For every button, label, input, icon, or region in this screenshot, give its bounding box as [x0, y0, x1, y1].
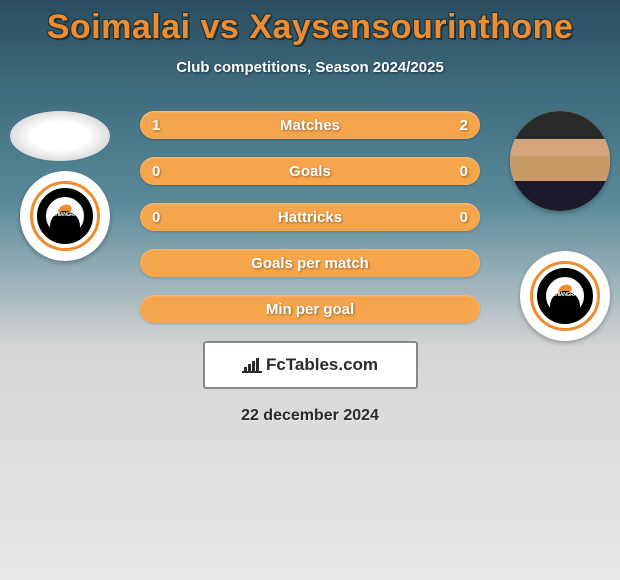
player-left-avatar [10, 111, 110, 161]
stat-label: Goals per match [251, 255, 369, 272]
stat-row-min-per-goal: Min per goal [140, 295, 480, 323]
stats-container: 1 Matches 2 0 Goals 0 0 Hattricks 0 Goal… [140, 111, 480, 323]
chart-icon [242, 357, 262, 373]
stat-label: Hattricks [278, 209, 342, 226]
player-face-placeholder [510, 111, 610, 211]
club-logo-inner: CHIANGRAI [30, 181, 100, 251]
club-logo-inner: CHIANGRAI [530, 261, 600, 331]
stat-left-value: 0 [152, 163, 160, 180]
branding-text: FcTables.com [266, 355, 378, 375]
club-logo-right: CHIANGRAI [520, 251, 610, 341]
club-name-text: CHIANGRAI [33, 212, 97, 218]
stat-left-value: 1 [152, 117, 160, 134]
stat-left-value: 0 [152, 209, 160, 226]
page-title: Soimalai vs Xaysensourinthone [0, 0, 620, 47]
stat-right-value: 0 [460, 209, 468, 226]
date-text: 22 december 2024 [0, 407, 620, 425]
stat-row-goals: 0 Goals 0 [140, 157, 480, 185]
club-name-text: CHIANGRAI [533, 292, 597, 298]
stat-right-value: 0 [460, 163, 468, 180]
subtitle: Club competitions, Season 2024/2025 [0, 59, 620, 76]
stat-row-matches: 1 Matches 2 [140, 111, 480, 139]
stat-row-goals-per-match: Goals per match [140, 249, 480, 277]
player-right-avatar [510, 111, 610, 211]
stat-label: Min per goal [266, 301, 354, 318]
stat-label: Matches [280, 117, 340, 134]
branding-badge[interactable]: FcTables.com [203, 341, 418, 389]
stat-row-hattricks: 0 Hattricks 0 [140, 203, 480, 231]
comparison-content: CHIANGRAI CHIANGRAI 1 Matches 2 0 Goals … [0, 111, 620, 425]
club-logo-left: CHIANGRAI [20, 171, 110, 261]
stat-label: Goals [289, 163, 331, 180]
stat-right-value: 2 [460, 117, 468, 134]
